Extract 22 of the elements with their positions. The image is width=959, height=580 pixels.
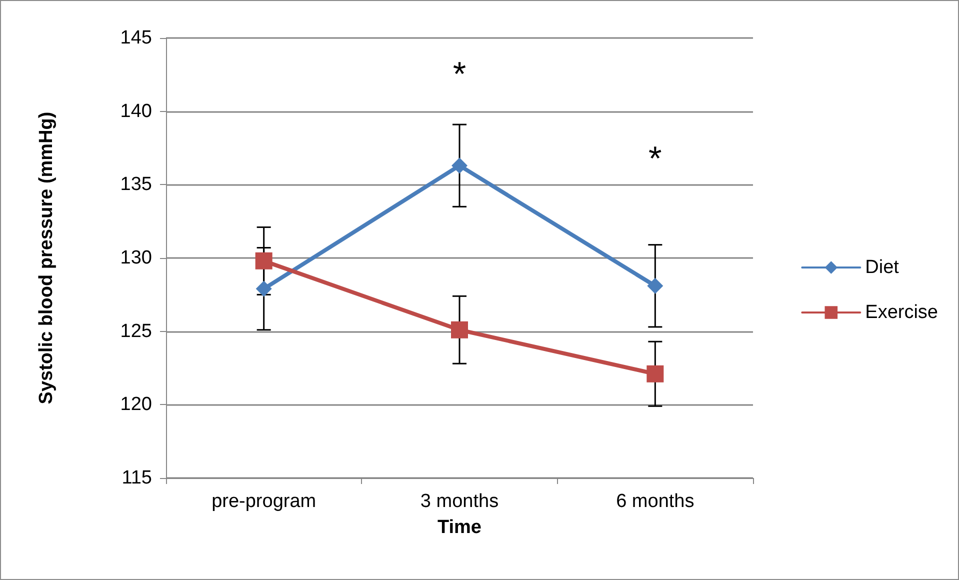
y-tick-label: 125 xyxy=(120,320,152,342)
y-tick-label: 115 xyxy=(122,468,152,488)
x-tick-label: pre-program xyxy=(212,491,316,512)
point xyxy=(451,321,468,338)
y-tick-label: 120 xyxy=(120,394,152,416)
point xyxy=(647,278,664,294)
y-tick-label: 145 xyxy=(120,28,152,48)
point xyxy=(256,280,272,297)
legend-label: Diet xyxy=(865,257,900,278)
x-tick-label: 6 months xyxy=(616,491,694,512)
x-axis-title: Time xyxy=(437,517,482,538)
point xyxy=(646,365,664,382)
y-axis-title: Systolic blood pressure (mmHg) xyxy=(36,112,57,404)
y-tick-label: 130 xyxy=(120,248,152,268)
y-tick-label: 135 xyxy=(120,174,152,196)
point xyxy=(255,252,272,270)
point xyxy=(452,158,468,174)
annotation: * xyxy=(452,56,466,94)
annotation: * xyxy=(648,140,662,178)
legend-label: Exercise xyxy=(865,302,938,323)
y-tick-label: 140 xyxy=(120,100,152,122)
x-tick-label: 3 months xyxy=(420,491,499,512)
